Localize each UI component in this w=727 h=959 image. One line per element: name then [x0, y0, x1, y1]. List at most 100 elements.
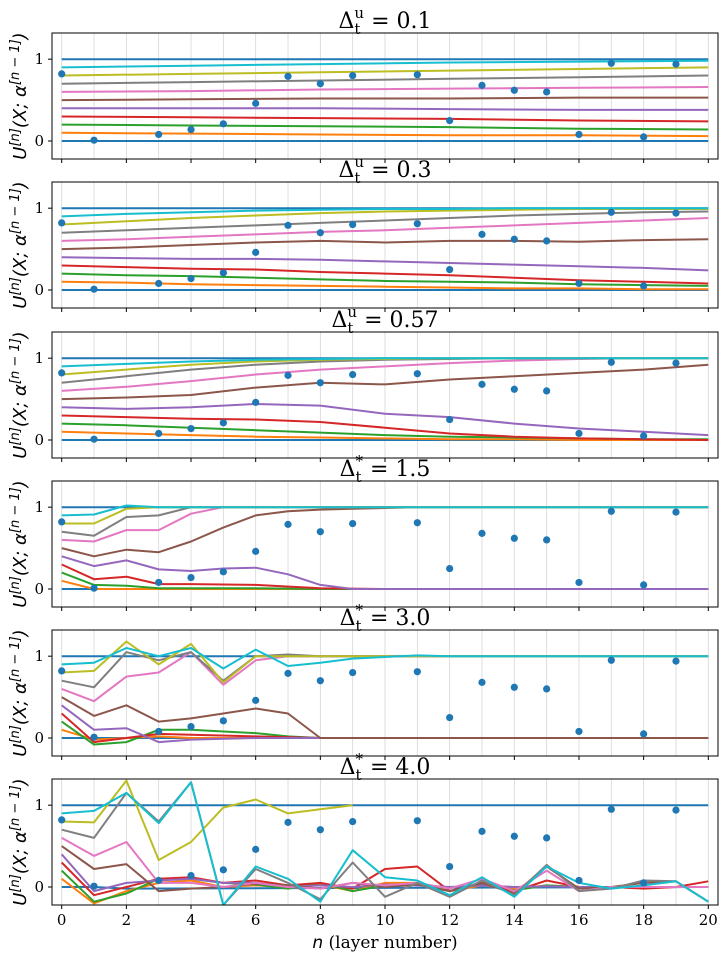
y-label-mid: (X; α: [10, 234, 31, 277]
data-point: [543, 237, 551, 245]
data-point: [58, 369, 66, 377]
data-point: [58, 518, 66, 526]
y-label-base: U: [10, 893, 31, 906]
data-point: [575, 130, 583, 139]
title-superscript: *: [356, 452, 364, 470]
series-line-0.7: [61, 210, 709, 234]
grid-lines: [61, 630, 709, 756]
x-tick-label: 8: [316, 911, 326, 929]
data-point: [155, 429, 163, 438]
data-point: [672, 359, 680, 367]
series-line-0.2: [61, 272, 709, 287]
title-value: = 0.3: [364, 158, 431, 183]
data-point: [446, 265, 454, 274]
y-label-sup2: [n − 1]: [8, 487, 23, 533]
y-label-sup1: [n]: [8, 725, 23, 743]
data-point: [349, 71, 357, 80]
series-line-0.9: [61, 207, 709, 218]
x-tick-label: 10: [375, 911, 394, 929]
y-tick-label: 1: [34, 647, 44, 665]
data-point: [90, 733, 98, 741]
series-group: [61, 357, 709, 441]
title-subscript: t: [355, 766, 361, 784]
y-axis-label: U[n](X; α[n − 1]): [8, 480, 31, 607]
data-point: [672, 657, 680, 665]
title-value: = 0.57: [357, 308, 438, 333]
panel-title: Δt* = 1.5: [340, 452, 431, 486]
title-value: = 3.0: [363, 606, 430, 631]
data-point: [219, 717, 227, 725]
data-point: [510, 683, 518, 691]
data-point: [187, 424, 195, 433]
data-point: [155, 578, 163, 587]
data-point: [413, 370, 421, 378]
data-point: [316, 826, 324, 834]
grid-lines: [61, 481, 709, 607]
title-superscript: *: [356, 750, 364, 768]
data-point: [478, 678, 486, 686]
series-line-0.6: [61, 86, 709, 93]
data-point: [252, 99, 260, 107]
y-label-sup1: [n]: [8, 128, 23, 146]
series-line-0.6: [61, 837, 709, 893]
data-point: [90, 882, 98, 890]
y-label-end: ): [10, 181, 31, 190]
y-tick-label: 1: [34, 349, 44, 367]
data-point: [284, 818, 292, 826]
data-point: [90, 584, 98, 592]
data-point: [543, 685, 551, 693]
panel-5: 01U[n](X; α[n − 1])Δt* = 3.0: [8, 601, 719, 760]
series-line-0.5: [61, 238, 709, 251]
title-superscript: u: [354, 153, 364, 171]
y-tick-label: 0: [34, 580, 44, 598]
y-label-end: ): [10, 480, 31, 489]
title-value: = 0.1: [364, 9, 431, 34]
data-point: [349, 220, 357, 229]
y-label-mid: (X; α: [10, 85, 31, 128]
x-axis: 0 2 4 6 8 10 12 14 16 18 20: [57, 911, 718, 929]
data-point: [155, 876, 163, 885]
y-label-end: ): [10, 629, 31, 638]
title-superscript: u: [354, 4, 364, 22]
panel-1: 01U[n](X; α[n − 1])Δtu = 0.1: [8, 4, 719, 163]
data-point: [446, 713, 454, 722]
y-tick-label: 0: [34, 281, 44, 299]
y-tick-label: 0: [34, 878, 44, 896]
y-label-sup2: [n − 1]: [8, 636, 23, 682]
panel-title: Δtu = 0.1: [338, 4, 431, 38]
data-point: [155, 279, 163, 288]
grid-lines: [61, 182, 709, 308]
scatter-points: [58, 656, 680, 741]
data-point: [575, 876, 583, 885]
data-point: [187, 125, 195, 134]
series-line-0.6: [61, 217, 709, 242]
data-point: [187, 274, 195, 283]
data-point: [640, 133, 648, 141]
data-point: [543, 88, 551, 96]
data-point: [252, 248, 260, 256]
data-point: [640, 581, 648, 589]
data-point: [510, 235, 518, 243]
x-tick-label: 0: [57, 911, 67, 929]
y-label-base: U: [10, 147, 31, 160]
data-point: [284, 371, 292, 379]
data-point: [510, 385, 518, 393]
y-label-sup1: [n]: [8, 277, 23, 295]
y-label-base: U: [10, 595, 31, 608]
y-tick-label: 1: [34, 498, 44, 516]
data-point: [58, 219, 66, 227]
series-group: [61, 504, 709, 590]
data-point: [672, 209, 680, 217]
series-group: [60, 779, 709, 905]
series-line-0.9: [61, 357, 709, 368]
y-label-end: ): [10, 778, 31, 787]
title-subscript: t: [355, 468, 361, 486]
series-line-0.5: [61, 696, 709, 739]
data-point: [155, 727, 163, 736]
y-tick-label: 0: [34, 132, 44, 150]
series-line-0.4: [61, 555, 709, 590]
data-point: [607, 59, 615, 67]
data-point: [413, 519, 421, 527]
data-point: [607, 656, 615, 664]
